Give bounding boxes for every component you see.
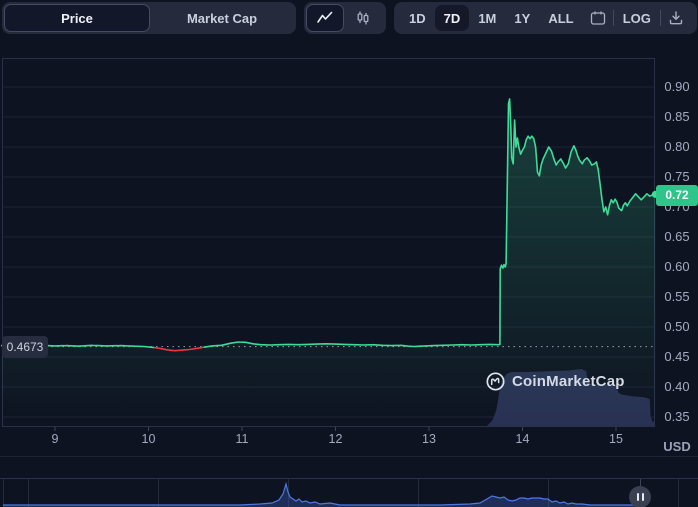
y-axis-label: 0.35 <box>664 409 690 424</box>
y-axis-label: 0.50 <box>664 319 690 334</box>
y-axis-label: 0.75 <box>664 169 690 184</box>
y-axis-label: 0.55 <box>664 289 690 304</box>
range-7d[interactable]: 7D <box>434 5 470 31</box>
candlestick-icon <box>357 11 369 25</box>
x-axis-label: 12 <box>328 432 343 446</box>
handle-grip-icon <box>641 493 644 501</box>
y-axis-label: 0.85 <box>664 109 690 124</box>
calendar-button[interactable] <box>583 5 613 31</box>
metric-toggle: Price Market Cap <box>2 2 296 34</box>
log-toggle[interactable]: LOG <box>614 5 660 31</box>
tab-price[interactable]: Price <box>4 4 150 32</box>
range-1y[interactable]: 1Y <box>505 5 539 31</box>
y-axis-label: 0.40 <box>664 379 690 394</box>
range-1d[interactable]: 1D <box>400 5 435 31</box>
download-icon <box>669 11 683 25</box>
watermark: CoinMarketCap <box>486 372 625 391</box>
range-selector: 1D 7D 1M 1Y ALL LOG <box>394 2 697 34</box>
navigator-handle[interactable] <box>629 486 651 507</box>
y-axis-label: 0.65 <box>664 229 690 244</box>
y-axis-label: 0.60 <box>664 259 690 274</box>
x-axis-label: 9 <box>51 432 59 446</box>
download-button[interactable] <box>661 5 691 31</box>
coinmarketcap-logo-icon <box>486 372 505 391</box>
candlestick-button[interactable] <box>344 4 382 32</box>
calendar-icon <box>590 11 605 25</box>
tab-market-cap[interactable]: Market Cap <box>150 4 294 32</box>
toolbar-divider <box>659 10 661 26</box>
x-axis-label: 14 <box>515 432 530 446</box>
line-chart-button[interactable] <box>306 4 344 32</box>
currency-label: USD <box>663 439 691 454</box>
x-axis-label: 10 <box>141 432 156 446</box>
previous-close-badge: 0.4673 <box>2 335 48 358</box>
current-price-badge: 0.72 <box>656 185 698 206</box>
chart-type-toggle <box>304 2 386 34</box>
watermark-text: CoinMarketCap <box>512 373 625 390</box>
toolbar-divider <box>612 10 614 26</box>
x-axis-label: 11 <box>235 432 249 446</box>
line-chart-icon <box>317 11 333 23</box>
y-axis-label: 0.45 <box>664 349 690 364</box>
range-all[interactable]: ALL <box>539 5 582 31</box>
x-axis-label: 13 <box>422 432 436 446</box>
x-axis-label: 15 <box>609 432 623 446</box>
handle-grip-icon <box>636 493 639 501</box>
y-axis-label: 0.90 <box>664 79 690 94</box>
y-axis-label: 0.80 <box>664 139 690 154</box>
range-1m[interactable]: 1M <box>469 5 505 31</box>
